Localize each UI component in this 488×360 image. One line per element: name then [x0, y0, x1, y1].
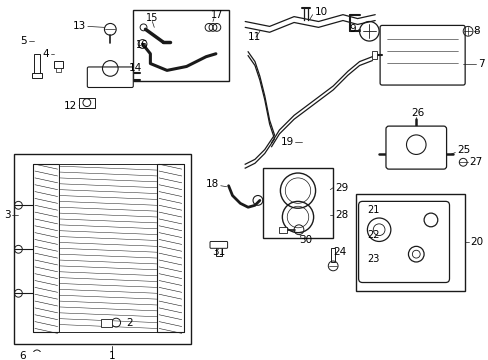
Text: 23: 23 — [366, 254, 379, 264]
Text: 5: 5 — [20, 36, 27, 46]
Bar — [54, 60, 63, 68]
Text: 15: 15 — [145, 13, 158, 23]
Text: 29: 29 — [334, 183, 347, 193]
Bar — [133, 10, 228, 81]
Bar — [157, 164, 183, 332]
Bar — [262, 168, 332, 238]
Bar — [34, 54, 40, 75]
Bar — [355, 194, 464, 291]
Text: 30: 30 — [298, 234, 311, 244]
Text: 20: 20 — [469, 238, 482, 247]
Text: 3: 3 — [4, 210, 11, 220]
Text: 12: 12 — [63, 100, 77, 111]
Text: 7: 7 — [477, 59, 484, 68]
Text: 16: 16 — [136, 40, 148, 50]
Text: 24: 24 — [332, 247, 346, 257]
Bar — [330, 248, 334, 262]
Text: 31: 31 — [212, 247, 225, 257]
Text: 2: 2 — [126, 318, 132, 328]
FancyBboxPatch shape — [385, 126, 446, 169]
FancyBboxPatch shape — [87, 67, 133, 87]
Text: 14: 14 — [129, 63, 142, 73]
Bar — [101, 319, 112, 327]
Bar — [56, 68, 61, 72]
Bar — [14, 154, 191, 344]
Text: 25: 25 — [456, 145, 469, 154]
FancyBboxPatch shape — [379, 26, 464, 85]
Bar — [32, 73, 42, 78]
FancyBboxPatch shape — [358, 201, 448, 283]
Bar — [371, 51, 376, 59]
Text: 22: 22 — [366, 230, 379, 240]
FancyBboxPatch shape — [209, 242, 227, 248]
Bar — [215, 242, 221, 256]
Text: 26: 26 — [410, 108, 424, 118]
Text: 9: 9 — [348, 24, 355, 34]
Text: 28: 28 — [334, 210, 347, 220]
Text: 11: 11 — [247, 32, 261, 42]
Text: 1: 1 — [109, 351, 115, 360]
Text: 8: 8 — [472, 26, 479, 36]
Text: 10: 10 — [314, 7, 327, 17]
Text: 17: 17 — [210, 10, 223, 20]
Text: 21: 21 — [366, 205, 379, 215]
Text: 13: 13 — [72, 21, 86, 31]
Text: 18: 18 — [205, 179, 218, 189]
Bar — [279, 227, 286, 233]
Text: 19: 19 — [280, 137, 293, 147]
Bar — [33, 164, 60, 332]
Text: 27: 27 — [468, 157, 481, 167]
Bar — [79, 98, 95, 108]
Text: 6: 6 — [20, 351, 26, 360]
Text: 4: 4 — [42, 49, 49, 59]
Bar — [60, 164, 157, 332]
